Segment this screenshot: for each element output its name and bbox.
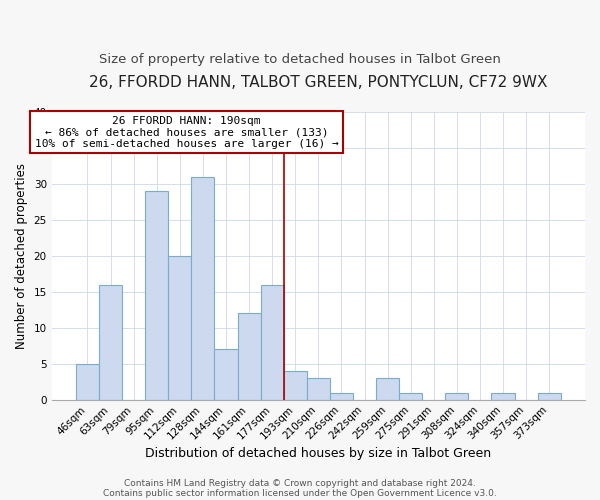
Bar xyxy=(260,284,284,400)
Bar xyxy=(330,392,353,400)
Bar xyxy=(238,314,260,400)
Bar xyxy=(191,176,214,400)
Text: 26 FFORDD HANN: 190sqm
← 86% of detached houses are smaller (133)
10% of semi-de: 26 FFORDD HANN: 190sqm ← 86% of detached… xyxy=(35,116,338,149)
Text: Contains public sector information licensed under the Open Government Licence v3: Contains public sector information licen… xyxy=(103,488,497,498)
Bar xyxy=(145,191,168,400)
Y-axis label: Number of detached properties: Number of detached properties xyxy=(15,163,28,349)
Title: 26, FFORDD HANN, TALBOT GREEN, PONTYCLUN, CF72 9WX: 26, FFORDD HANN, TALBOT GREEN, PONTYCLUN… xyxy=(89,75,548,90)
Bar xyxy=(99,284,122,400)
Bar xyxy=(376,378,399,400)
Bar xyxy=(168,256,191,400)
Bar xyxy=(399,392,422,400)
Text: Contains HM Land Registry data © Crown copyright and database right 2024.: Contains HM Land Registry data © Crown c… xyxy=(124,478,476,488)
Bar xyxy=(284,371,307,400)
Bar xyxy=(76,364,99,400)
X-axis label: Distribution of detached houses by size in Talbot Green: Distribution of detached houses by size … xyxy=(145,447,491,460)
Bar xyxy=(445,392,469,400)
Bar xyxy=(491,392,515,400)
Text: Size of property relative to detached houses in Talbot Green: Size of property relative to detached ho… xyxy=(99,52,501,66)
Bar xyxy=(538,392,561,400)
Bar xyxy=(214,350,238,400)
Bar xyxy=(307,378,330,400)
